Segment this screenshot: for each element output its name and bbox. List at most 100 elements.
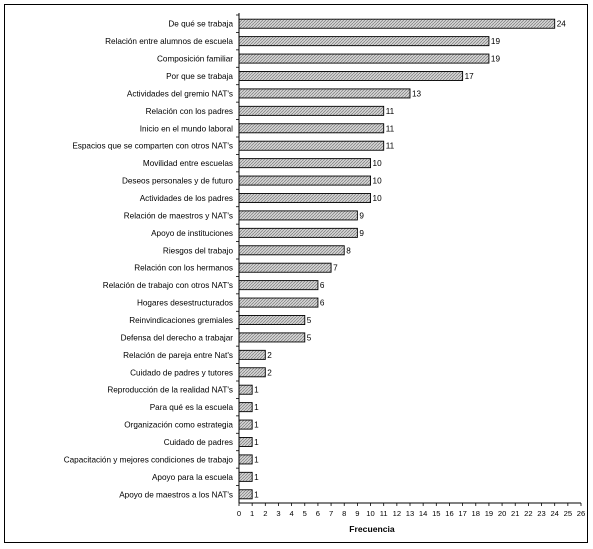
category-label: Apoyo para la escuela xyxy=(152,473,233,482)
value-label: 11 xyxy=(386,124,395,133)
category-label: Defensa del derecho a trabajar xyxy=(121,333,234,342)
value-label: 11 xyxy=(386,142,395,151)
x-tick-label: 1 xyxy=(250,509,254,518)
bar xyxy=(238,367,266,378)
value-label: 1 xyxy=(254,490,259,499)
bar xyxy=(238,71,464,81)
value-label: 6 xyxy=(320,281,325,290)
bar xyxy=(238,384,253,395)
value-label: 17 xyxy=(465,72,475,81)
x-tick-label: 26 xyxy=(577,509,585,518)
bar xyxy=(238,297,319,308)
x-tick-label: 19 xyxy=(485,509,493,518)
category-label: Relación de maestros y NAT's xyxy=(124,211,233,220)
bar xyxy=(238,402,253,413)
value-label: 24 xyxy=(557,20,567,29)
x-tick-label: 12 xyxy=(393,509,401,518)
x-axis: 0 1 2 3 4 5 6 7 8 9 10 11 12 13 14 15 16 17 18 19 20 21 22 23 24… xyxy=(236,13,585,518)
value-label: 5 xyxy=(307,316,312,325)
value-label: 7 xyxy=(333,264,338,273)
category-label: Capacitación y mejores condiciones de tr… xyxy=(64,455,234,464)
bar xyxy=(238,419,253,430)
x-tick-label: 23 xyxy=(537,509,545,518)
value-label: 2 xyxy=(267,351,272,360)
value-label: 13 xyxy=(412,89,422,98)
x-tick-label: 17 xyxy=(458,509,466,518)
value-label: 10 xyxy=(373,194,383,203)
category-label: Cuidado de padres y tutores xyxy=(130,368,233,377)
value-label: 19 xyxy=(491,55,501,64)
x-tick-label: 9 xyxy=(355,509,359,518)
bar xyxy=(238,471,253,482)
x-tick-label: 14 xyxy=(419,509,427,518)
x-tick-label: 11 xyxy=(380,509,388,518)
value-label: 1 xyxy=(254,455,259,464)
category-label: Inicio en el mundo laboral xyxy=(140,124,233,133)
category-label: Relación de pareja entre Nat's xyxy=(123,351,233,360)
value-label: 11 xyxy=(386,107,395,116)
bar xyxy=(238,245,345,256)
category-label: Deseos personales y de futuro xyxy=(122,177,233,186)
value-label: 10 xyxy=(373,177,383,186)
bar xyxy=(238,88,411,99)
bar xyxy=(238,227,358,238)
category-label: Relación con los padres xyxy=(146,107,233,116)
bar xyxy=(238,210,358,221)
category-label: Relación con los hermanos xyxy=(134,264,233,273)
x-tick-label: 5 xyxy=(303,509,307,518)
x-tick-label: 10 xyxy=(366,509,374,518)
category-label: Riesgos del trabajo xyxy=(163,246,234,255)
x-tick-label: 18 xyxy=(472,509,480,518)
value-label: 1 xyxy=(254,473,259,482)
value-label: 6 xyxy=(320,299,325,308)
category-label: De qué se trabaja xyxy=(168,20,233,29)
category-label: Movilidad entre escuelas xyxy=(143,159,233,168)
x-tick-label: 25 xyxy=(564,509,572,518)
value-label: 1 xyxy=(254,421,259,430)
bar xyxy=(238,437,253,447)
bar xyxy=(238,53,490,64)
x-tick-label: 24 xyxy=(550,509,558,518)
bar xyxy=(238,105,385,116)
category-label: Reproducción de la realidad NAT's xyxy=(107,386,233,395)
bar xyxy=(238,36,490,47)
bar xyxy=(238,140,385,151)
x-tick-label: 7 xyxy=(329,509,333,518)
x-tick-label: 16 xyxy=(445,509,453,518)
bar xyxy=(238,280,319,291)
value-label: 1 xyxy=(254,386,259,395)
x-tick-label: 4 xyxy=(289,509,293,518)
category-label: Organización como estrategia xyxy=(124,421,233,430)
x-tick-label: 20 xyxy=(498,509,506,518)
bar xyxy=(238,175,371,186)
category-label: Hogares desestructurados xyxy=(137,299,233,308)
x-tick-label: 2 xyxy=(263,509,267,518)
category-label: Reinvindicaciones gremiales xyxy=(129,316,233,325)
category-label: Relación entre alumnos de escuela xyxy=(105,37,233,46)
x-axis-title: Frecuencia xyxy=(349,524,395,534)
value-label: 19 xyxy=(491,37,501,46)
x-tick-label: 21 xyxy=(511,509,519,518)
x-tick-label: 22 xyxy=(524,509,532,518)
bar xyxy=(238,489,253,500)
value-label: 1 xyxy=(254,403,259,412)
category-label: Por que se trabaja xyxy=(166,72,233,81)
bar xyxy=(238,123,385,134)
bar xyxy=(238,454,253,465)
category-label: Apoyo de instituciones xyxy=(151,229,233,238)
category-label: Composición familiar xyxy=(157,55,233,64)
value-label: 2 xyxy=(267,368,272,377)
bar xyxy=(238,262,332,273)
category-label: Actividades del gremio NAT's xyxy=(127,89,233,98)
bar xyxy=(238,18,556,29)
bar xyxy=(238,193,371,203)
x-tick-label: 15 xyxy=(432,509,440,518)
value-label: 9 xyxy=(359,229,364,238)
x-tick-label: 6 xyxy=(316,509,320,518)
category-label: Actividades de los padres xyxy=(140,194,233,203)
value-label: 9 xyxy=(359,211,364,220)
x-tick-label: 13 xyxy=(406,509,414,518)
category-label: Espacios que se comparten con otros NAT'… xyxy=(72,142,233,151)
value-label: 1 xyxy=(254,438,259,447)
